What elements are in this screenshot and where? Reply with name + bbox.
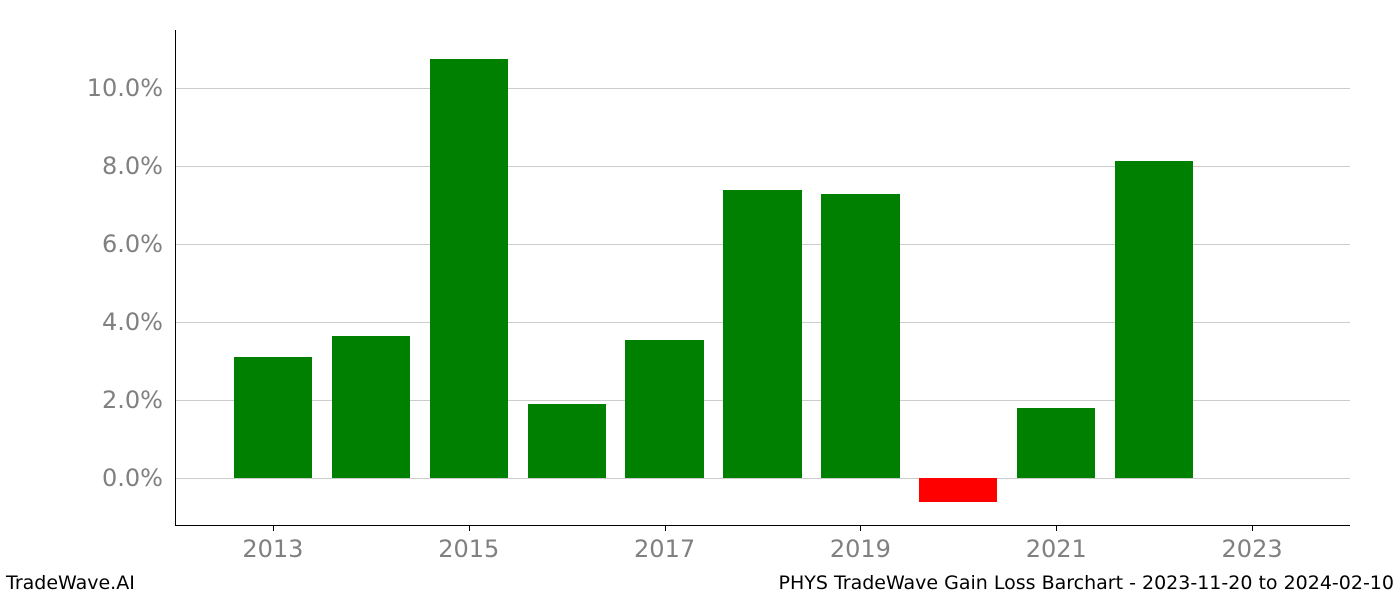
x-tick-mark xyxy=(665,525,666,531)
gridline xyxy=(175,478,1350,479)
bar-2013 xyxy=(234,357,312,478)
x-tick-label: 2015 xyxy=(438,535,499,563)
x-tick-mark xyxy=(273,525,274,531)
footer-right-text: PHYS TradeWave Gain Loss Barchart - 2023… xyxy=(779,572,1395,594)
x-tick-label: 2023 xyxy=(1222,535,1283,563)
x-tick-mark xyxy=(1056,525,1057,531)
bar-2021 xyxy=(1017,408,1095,478)
gridline xyxy=(175,88,1350,89)
x-tick-label: 2017 xyxy=(634,535,695,563)
bar-2022 xyxy=(1115,161,1193,479)
bar-2020 xyxy=(919,478,997,501)
bar-2015 xyxy=(430,59,508,478)
footer-left-text: TradeWave.AI xyxy=(6,572,135,594)
bar-2017 xyxy=(625,340,703,478)
bar-2016 xyxy=(528,404,606,478)
bar-2018 xyxy=(723,190,801,478)
y-tick-label: 10.0% xyxy=(87,74,163,102)
y-tick-label: 6.0% xyxy=(102,230,163,258)
x-tick-mark xyxy=(860,525,861,531)
x-tick-label: 2013 xyxy=(242,535,303,563)
x-tick-label: 2021 xyxy=(1026,535,1087,563)
y-tick-label: 8.0% xyxy=(102,152,163,180)
chart-container: TradeWave.AI PHYS TradeWave Gain Loss Ba… xyxy=(0,0,1400,600)
y-tick-label: 2.0% xyxy=(102,386,163,414)
x-tick-label: 2019 xyxy=(830,535,891,563)
y-tick-label: 0.0% xyxy=(102,464,163,492)
y-axis-spine xyxy=(175,30,176,525)
x-axis-spine xyxy=(175,525,1350,526)
y-tick-label: 4.0% xyxy=(102,308,163,336)
x-tick-mark xyxy=(1252,525,1253,531)
plot-area xyxy=(175,30,1350,525)
bar-2014 xyxy=(332,336,410,478)
x-tick-mark xyxy=(469,525,470,531)
bar-2019 xyxy=(821,194,899,479)
